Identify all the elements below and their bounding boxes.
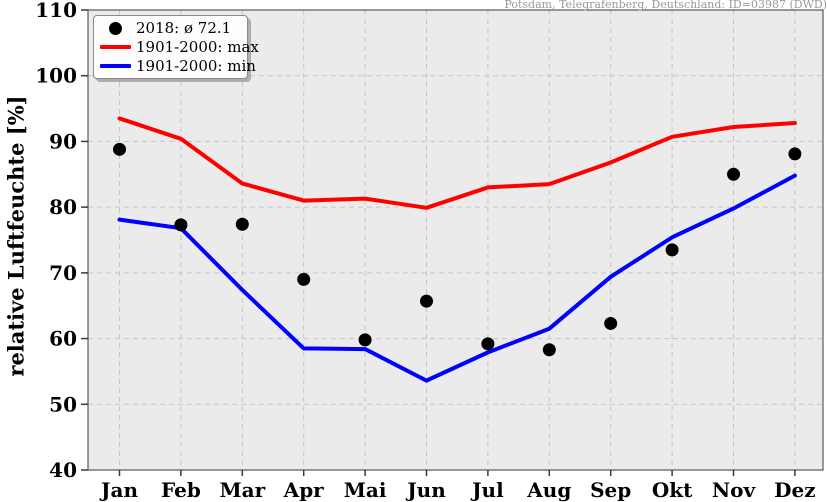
legend-label-min: 1901-2000: min bbox=[136, 56, 256, 75]
data-point-Apr bbox=[297, 272, 311, 286]
x-tick-label-Jun: Jun bbox=[405, 478, 446, 502]
legend-entry-2018: 2018: ø 72.1 bbox=[94, 19, 247, 38]
legend-label-max: 1901-2000: max bbox=[136, 38, 259, 56]
y-tick-label-90: 90 bbox=[49, 129, 77, 153]
plot-area bbox=[88, 10, 823, 470]
data-point-Jul bbox=[481, 337, 495, 351]
data-point-Mar bbox=[235, 217, 249, 231]
x-tick-label-Jul: Jul bbox=[470, 478, 504, 502]
y-tick-label-60: 60 bbox=[49, 327, 77, 351]
y-tick-label-80: 80 bbox=[49, 195, 77, 219]
data-point-Feb bbox=[174, 218, 188, 232]
legend-marker-box bbox=[94, 63, 136, 68]
data-point-Dez bbox=[788, 147, 802, 161]
y-tick-label-50: 50 bbox=[49, 392, 77, 416]
data-point-Okt bbox=[665, 243, 679, 257]
y-tick-label-70: 70 bbox=[49, 261, 77, 285]
y-tick-label-110: 110 bbox=[35, 0, 77, 22]
x-tick-label-Mai: Mai bbox=[344, 478, 387, 502]
min-line-icon bbox=[99, 63, 131, 68]
legend-marker-box bbox=[94, 21, 136, 35]
max-line bbox=[117, 116, 797, 210]
data-point-Jan bbox=[113, 142, 126, 156]
data-point-Nov bbox=[727, 167, 740, 181]
x-tick-label-Jan: Jan bbox=[99, 478, 138, 502]
x-tick-label-Dez: Dez bbox=[774, 478, 815, 502]
y-tick-label-40: 40 bbox=[49, 458, 77, 482]
data-point-Aug bbox=[542, 343, 556, 357]
station-attribution: Potsdam, Telegrafenberg, Deutschland: ID… bbox=[504, 0, 827, 11]
min-line bbox=[117, 173, 797, 383]
x-tick-label-Nov: Nov bbox=[712, 478, 757, 502]
data-point-Mai bbox=[358, 333, 372, 347]
legend-box: 2018: ø 72.1 1901-2000: max 1901-2000: m… bbox=[93, 15, 259, 79]
legend-marker-box bbox=[94, 45, 136, 49]
legend-entry-max: 1901-2000: max bbox=[94, 38, 259, 57]
x-tick-label-Apr: Apr bbox=[283, 478, 325, 502]
plot-border bbox=[87, 9, 824, 471]
x-tick-label-Sep: Sep bbox=[590, 478, 631, 502]
legend-label-2018: 2018: ø 72.1 bbox=[136, 19, 232, 38]
data-point-Sep bbox=[604, 316, 618, 330]
x-tick-label-Aug: Aug bbox=[526, 478, 571, 502]
data-point-Jun bbox=[420, 294, 433, 308]
x-tick-label-Mar: Mar bbox=[219, 478, 265, 502]
scatter-dot-icon bbox=[108, 21, 122, 35]
y-axis-label: relative Luftfeuchte [%] bbox=[3, 95, 29, 377]
x-tick-label-Feb: Feb bbox=[161, 478, 201, 502]
max-line-icon bbox=[99, 45, 131, 49]
x-tick-label-Okt: Okt bbox=[652, 478, 693, 502]
y-tick-label-100: 100 bbox=[35, 64, 77, 88]
legend-entry-min: 1901-2000: min bbox=[94, 56, 256, 75]
